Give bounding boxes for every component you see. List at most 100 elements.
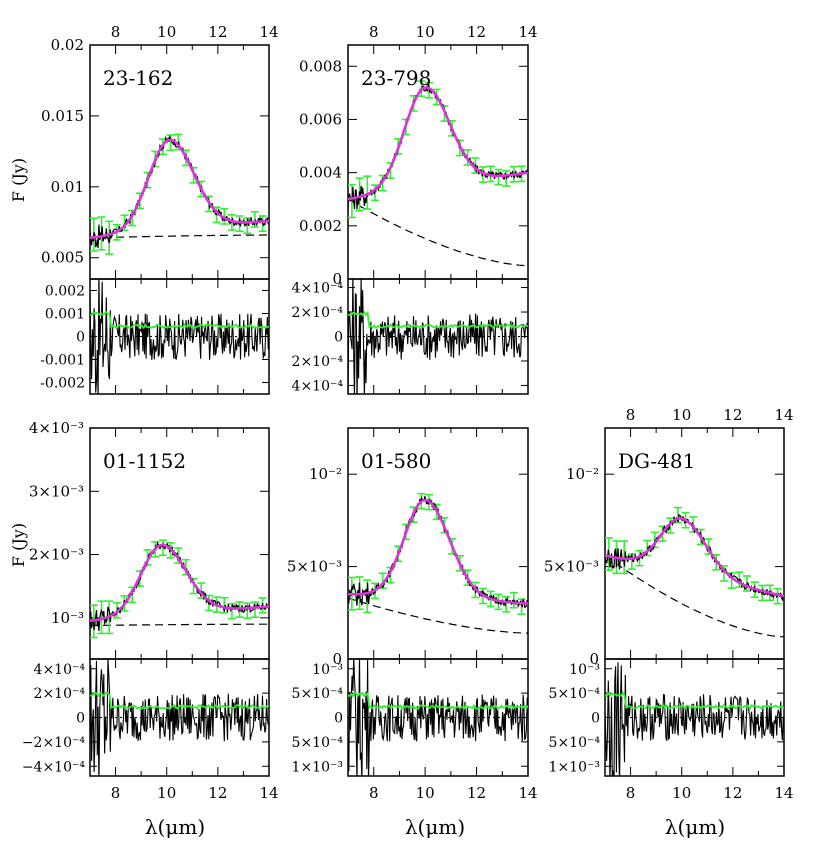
y-tick-label: 0.004 bbox=[299, 164, 342, 182]
top-x-tick-label: 14 bbox=[518, 23, 537, 41]
xlabel-left: λ(μm) bbox=[145, 815, 205, 839]
xlabel-right: λ(μm) bbox=[665, 815, 725, 839]
y-tick-label: 2×10⁻³ bbox=[29, 546, 84, 564]
ylabel-bottom: F (Jy) bbox=[9, 523, 28, 567]
residual-line bbox=[605, 662, 784, 776]
residual-tick-label: 5×10⁻⁴ bbox=[549, 735, 601, 751]
residual-tick-label: 10⁻³ bbox=[569, 662, 600, 678]
residual-line bbox=[90, 279, 269, 394]
y-tick-label: 0.01 bbox=[51, 178, 84, 196]
bottom-x-tick-label: 12 bbox=[723, 784, 742, 802]
error-bars bbox=[348, 80, 526, 219]
residual-tick-label: 10⁻³ bbox=[312, 662, 343, 678]
residual-error-line bbox=[348, 691, 528, 711]
panel-23-798: 8 10 12 14 0 0.002 0.004 0.006 0.008 4×10⁻⁴ 2×10⁻⁴… bbox=[292, 23, 538, 395]
residual-tick-label: 0 bbox=[76, 330, 85, 346]
y-tick-label: 0.008 bbox=[299, 57, 342, 75]
residual-tick-label: 5×10⁻⁴ bbox=[292, 686, 344, 702]
top-x-tick-label: 10 bbox=[416, 23, 435, 41]
panel-01-1152: 8 10 12 14 10⁻³ 2×10⁻³ 3×10⁻³ 4×10⁻³ 4×10⁻⁴ 2×10⁻… bbox=[22, 419, 279, 802]
residual-tick-label: -0.001 bbox=[40, 353, 85, 369]
top-x-tick-label: 12 bbox=[467, 23, 486, 41]
model-line bbox=[347, 86, 529, 201]
source-name: 01-1152 bbox=[103, 449, 186, 473]
bottom-x-tick-label: 14 bbox=[774, 784, 793, 802]
residual-tick-label: 4×10⁻⁴ bbox=[292, 378, 344, 394]
bottom-x-tick-label: 12 bbox=[467, 784, 486, 802]
y-tick-label: 0 bbox=[332, 270, 342, 288]
top-x-tick-label: 12 bbox=[723, 406, 742, 424]
y-tick-label: 0.015 bbox=[41, 107, 84, 125]
model-line bbox=[89, 543, 270, 623]
panel-DG-481: 8 10 12 14 8 10 12 14 0 5×10⁻³ 10⁻² 10⁻³ 5×10⁻⁴ 0 5×10… bbox=[544, 406, 794, 802]
source-name: 01-580 bbox=[361, 449, 431, 473]
residual-line bbox=[348, 279, 528, 394]
residual-tick-label: −2×10⁻⁴ bbox=[22, 735, 86, 751]
residual-tick-label: 0.002 bbox=[45, 284, 85, 300]
panels: 8 10 12 14 0.005 0.01 0.015 0.02 0.002 0.001 0 -0.0… bbox=[22, 23, 794, 802]
photosphere-line bbox=[89, 234, 269, 239]
top-x-tick-label: 8 bbox=[626, 406, 636, 424]
data-line bbox=[348, 83, 528, 212]
y-tick-label: 10⁻² bbox=[309, 465, 342, 483]
residual-tick-label: 5×10⁻⁴ bbox=[549, 686, 601, 702]
residual-line bbox=[348, 659, 528, 776]
source-name: DG-481 bbox=[618, 449, 695, 473]
y-tick-label: 0.005 bbox=[41, 249, 84, 267]
y-tick-label: 4×10⁻³ bbox=[29, 419, 84, 437]
y-tick-label: 10⁻² bbox=[566, 465, 599, 483]
bottom-x-tick-label: 14 bbox=[518, 784, 537, 802]
photosphere-line bbox=[604, 555, 785, 638]
residual-error-line bbox=[605, 690, 784, 711]
y-tick-label: 0 bbox=[332, 650, 342, 668]
model-line bbox=[604, 517, 785, 598]
photosphere-line bbox=[347, 597, 528, 634]
residual-tick-label: 5×10⁻⁴ bbox=[292, 735, 344, 751]
bottom-x-tick-label: 10 bbox=[157, 784, 176, 802]
residual-tick-label: 0 bbox=[591, 711, 600, 727]
bottom-x-tick-label: 10 bbox=[672, 784, 691, 802]
bottom-x-tick-label: 8 bbox=[369, 784, 379, 802]
residual-tick-label: 1×10⁻³ bbox=[549, 759, 600, 775]
residual-error-line bbox=[348, 310, 528, 330]
top-x-tick-label: 8 bbox=[111, 23, 121, 41]
top-x-tick-label: 8 bbox=[369, 23, 379, 41]
top-x-tick-label: 14 bbox=[774, 406, 793, 424]
model-line bbox=[347, 498, 529, 605]
residual-tick-label: 4×10⁻⁴ bbox=[34, 662, 86, 678]
residual-tick-label: 0 bbox=[334, 330, 343, 346]
bottom-x-tick-label: 8 bbox=[626, 784, 636, 802]
residual-tick-label: 2×10⁻⁴ bbox=[34, 686, 86, 702]
residual-tick-label: -0.002 bbox=[40, 376, 85, 392]
top-x-tick-label: 10 bbox=[157, 23, 176, 41]
panel-01-580: 8 10 12 14 0 5×10⁻³ 10⁻² 10⁻³ 5×10⁻⁴ 0 5×10⁻⁴ 1×10⁻… bbox=[287, 427, 538, 802]
y-tick-label: 5×10⁻³ bbox=[287, 558, 342, 576]
top-x-tick-label: 10 bbox=[672, 406, 691, 424]
panel-23-162: 8 10 12 14 0.005 0.01 0.015 0.02 0.002 0.001 0 -0.0… bbox=[40, 23, 279, 395]
residual-error-line bbox=[90, 691, 269, 711]
model-line bbox=[89, 138, 270, 240]
error-bars bbox=[90, 539, 267, 639]
xlabel-middle: λ(μm) bbox=[405, 815, 465, 839]
ylabel-top: F (Jy) bbox=[9, 158, 28, 202]
error-bars bbox=[90, 133, 267, 255]
photosphere-line bbox=[89, 623, 269, 627]
bottom-x-tick-label: 14 bbox=[259, 784, 278, 802]
y-tick-label: 0.006 bbox=[299, 110, 342, 128]
y-tick-label: 3×10⁻³ bbox=[29, 482, 84, 500]
residual-tick-label: 0 bbox=[334, 711, 343, 727]
residual-tick-label: −4×10⁻⁴ bbox=[22, 759, 86, 775]
y-tick-label: 10⁻³ bbox=[51, 609, 84, 627]
bottom-x-tick-label: 10 bbox=[416, 784, 435, 802]
y-tick-label: 0.002 bbox=[299, 217, 342, 235]
top-x-tick-label: 12 bbox=[208, 23, 227, 41]
source-name: 23-162 bbox=[103, 66, 173, 90]
residual-tick-label: 0 bbox=[76, 711, 85, 727]
residual-tick-label: 1×10⁻³ bbox=[292, 759, 343, 775]
residual-tick-label: 4×10⁻⁴ bbox=[292, 281, 344, 297]
data-line bbox=[90, 541, 269, 632]
photosphere-line bbox=[347, 198, 529, 267]
bottom-x-tick-label: 12 bbox=[208, 784, 227, 802]
residual-tick-label: 2×10⁻⁴ bbox=[292, 354, 344, 370]
